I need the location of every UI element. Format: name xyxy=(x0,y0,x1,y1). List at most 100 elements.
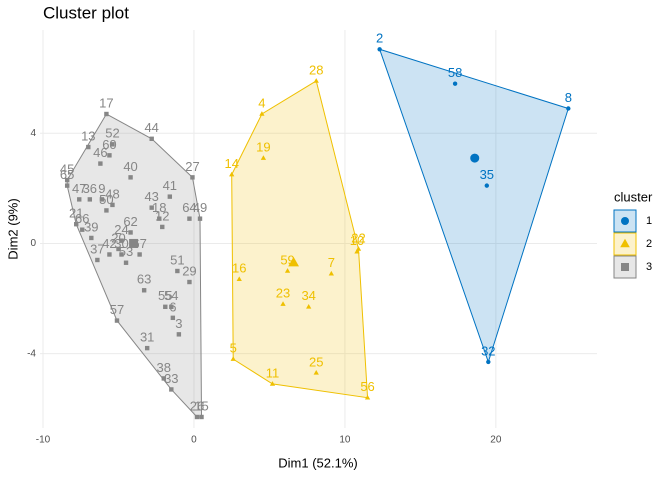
data-point xyxy=(313,78,319,83)
data-point xyxy=(364,394,371,400)
data-point xyxy=(230,356,236,361)
data-point xyxy=(566,106,571,111)
point-label: 54 xyxy=(164,288,178,303)
data-point xyxy=(306,303,312,309)
data-point xyxy=(486,359,491,365)
data-point xyxy=(157,216,162,221)
data-point xyxy=(104,208,109,213)
data-point xyxy=(104,111,109,117)
point-label: 13 xyxy=(81,128,95,143)
point-label: 49 xyxy=(193,200,207,215)
data-point xyxy=(77,197,82,202)
data-point xyxy=(64,177,70,183)
point-label: 58 xyxy=(448,65,462,80)
data-point xyxy=(328,270,334,276)
data-point xyxy=(170,315,176,321)
point-label: 28 xyxy=(309,62,323,77)
cluster-center xyxy=(470,153,480,163)
point-label: 50 xyxy=(99,192,113,207)
point-label: 45 xyxy=(60,162,74,177)
data-point xyxy=(484,183,490,188)
point-label: 17 xyxy=(99,95,113,110)
point-label: 22 xyxy=(351,230,365,245)
point-label: 37 xyxy=(90,241,104,256)
point-label: 40 xyxy=(123,159,137,174)
x-tick-label: 20 xyxy=(490,435,502,446)
data-point xyxy=(64,183,70,188)
legend-symbol xyxy=(621,217,629,225)
data-point xyxy=(116,246,121,252)
point-label: 27 xyxy=(185,159,199,174)
point-label: 6 xyxy=(169,299,176,314)
point-label: 7 xyxy=(328,255,335,270)
y-tick-label: -4 xyxy=(27,348,36,359)
point-label: 5 xyxy=(230,341,237,356)
data-point xyxy=(163,304,168,310)
x-tick-label: -10 xyxy=(36,435,51,446)
data-point xyxy=(98,161,103,166)
data-point xyxy=(284,268,291,273)
data-point xyxy=(141,288,147,293)
point-label: 66 xyxy=(75,211,89,226)
point-label: 57 xyxy=(110,302,124,317)
data-point xyxy=(452,81,458,86)
point-label: 52 xyxy=(105,126,119,141)
point-label: 39 xyxy=(84,219,98,234)
data-point xyxy=(167,194,173,199)
point-label: 51 xyxy=(170,252,184,267)
point-label: 20 xyxy=(111,230,125,245)
data-point xyxy=(260,155,267,160)
legend-symbol xyxy=(621,263,629,271)
legend-symbol xyxy=(620,238,630,248)
point-label: 64 xyxy=(182,200,196,215)
point-label: 31 xyxy=(140,330,154,345)
data-point xyxy=(269,381,276,386)
data-point xyxy=(80,227,85,232)
point-label: 2 xyxy=(376,31,383,46)
legend-label: 3 xyxy=(646,261,652,273)
data-point xyxy=(354,248,360,254)
data-point xyxy=(144,345,150,351)
cluster-center xyxy=(288,256,299,267)
point-label: 23 xyxy=(276,285,290,300)
data-point xyxy=(137,252,142,257)
x-axis-label: Dim1 (52.1%) xyxy=(278,455,357,470)
cluster-hull xyxy=(231,80,369,399)
legend-label: 1 xyxy=(646,215,652,227)
point-label: 19 xyxy=(256,140,270,155)
point-label: 25 xyxy=(309,354,323,369)
point-label: 48 xyxy=(105,186,119,201)
point-label: 62 xyxy=(123,214,137,229)
data-point xyxy=(74,221,79,227)
point-label: 12 xyxy=(155,208,169,223)
data-point xyxy=(190,175,195,180)
point-label: 4 xyxy=(258,95,265,110)
point-label: 63 xyxy=(137,272,151,287)
point-label: 15 xyxy=(194,398,208,413)
data-point xyxy=(160,224,165,230)
y-tick-label: 0 xyxy=(30,238,36,249)
data-point xyxy=(236,276,242,282)
point-label: 11 xyxy=(266,365,280,380)
data-point xyxy=(313,370,319,375)
data-point xyxy=(99,197,105,202)
data-point xyxy=(187,216,192,221)
data-point xyxy=(169,304,174,310)
data-point xyxy=(119,238,124,243)
data-point xyxy=(119,252,124,257)
data-point xyxy=(86,144,91,150)
chart-title: Cluster plot xyxy=(43,3,129,22)
cluster-center xyxy=(129,238,139,248)
data-point xyxy=(107,252,112,257)
y-tick-label: 4 xyxy=(30,128,36,139)
data-point xyxy=(114,318,120,323)
point-label: 33 xyxy=(164,371,178,386)
data-point xyxy=(199,414,204,420)
data-point xyxy=(128,175,133,180)
legend-title: cluster xyxy=(614,189,653,204)
data-point xyxy=(259,111,265,116)
data-point xyxy=(197,216,203,221)
data-point xyxy=(169,387,174,392)
x-tick-label: 0 xyxy=(191,435,197,446)
